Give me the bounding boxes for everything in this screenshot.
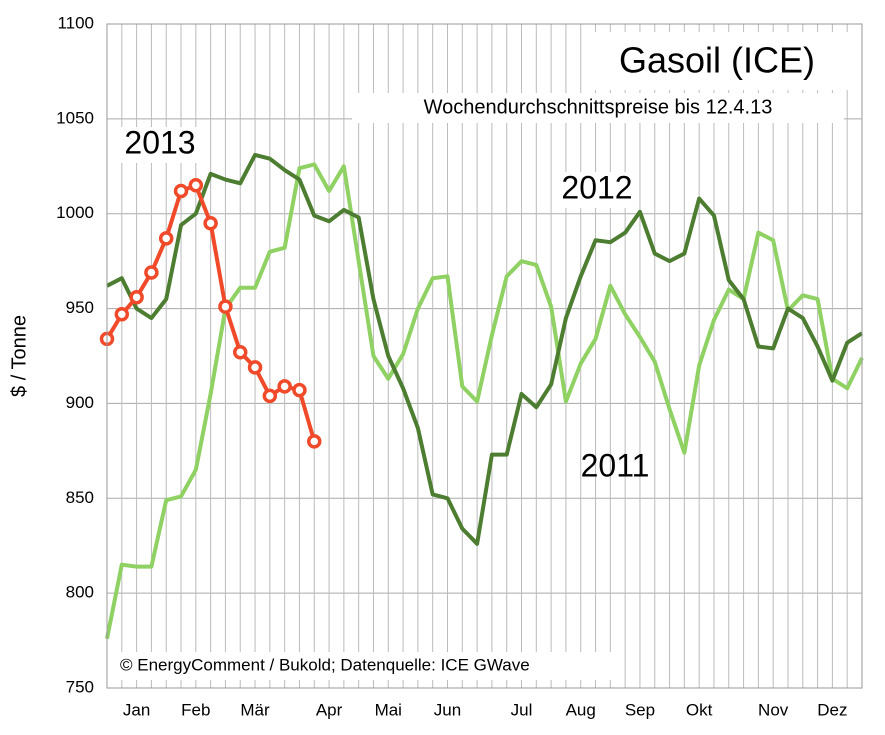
x-tick-label: Dez [817, 700, 847, 719]
x-tick-label: Feb [181, 700, 210, 719]
y-tick-label: 850 [66, 488, 94, 507]
series-label: 2013 [124, 124, 195, 160]
y-tick-label: 800 [66, 583, 94, 602]
point [188, 178, 204, 193]
title-bg [583, 32, 853, 90]
series-label: 2012 [561, 169, 632, 205]
point [114, 307, 130, 322]
x-tick-label: Mai [375, 700, 402, 719]
y-tick-label: 1000 [56, 203, 94, 222]
point [307, 434, 322, 449]
plot-frame [106, 23, 863, 689]
chart-title: Gasoil (ICE) [619, 40, 815, 81]
y-tick-label: 750 [66, 677, 94, 696]
x-tick-label: Jun [434, 700, 461, 719]
annotation-bg [113, 652, 613, 680]
series-label-bg [118, 127, 202, 163]
chart-subtitle: Wochendurchschnittspreise bis 12.4.13 [424, 96, 773, 118]
point [277, 379, 292, 394]
y-axis-label: $ / Tonne [8, 315, 30, 397]
point [247, 360, 263, 375]
point [218, 299, 233, 314]
x-tick-label: Aug [566, 700, 596, 719]
point [292, 382, 307, 398]
point [232, 344, 248, 360]
x-tick-label: Apr [316, 700, 343, 719]
y-tick-label: 900 [66, 393, 94, 412]
annotation: © EnergyComment / Bukold; Datenquelle: I… [120, 655, 530, 674]
x-tick-label: Jul [511, 700, 533, 719]
point [158, 231, 174, 246]
x-tick-label: Mär [240, 700, 270, 719]
y-tick-label: 1050 [56, 108, 94, 127]
series-label-bg [555, 172, 639, 208]
subtitle-bg [352, 93, 844, 123]
point [262, 388, 278, 404]
x-tick-label: Jan [123, 700, 150, 719]
x-tick-label: Nov [758, 700, 789, 719]
point [173, 183, 189, 199]
point [129, 289, 144, 305]
point [203, 215, 218, 231]
lines [99, 152, 864, 640]
x-tick-label: Okt [686, 700, 713, 719]
series-line [105, 162, 864, 640]
series-line [106, 152, 864, 546]
y-tick-label: 950 [66, 298, 94, 317]
point [144, 265, 159, 280]
x-tick-label: Sep [625, 700, 655, 719]
series-label: 2011 [581, 447, 650, 483]
y-tick-label: 1100 [57, 13, 94, 32]
